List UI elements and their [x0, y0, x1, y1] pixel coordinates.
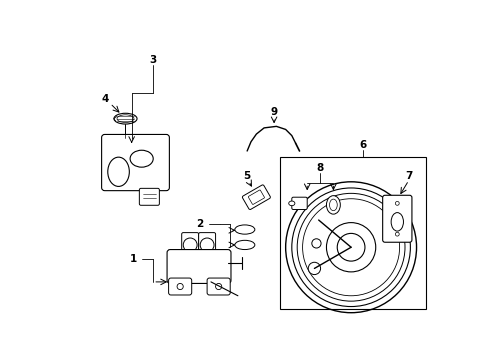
Circle shape [311, 239, 321, 248]
Ellipse shape [326, 195, 340, 214]
Text: 2: 2 [195, 219, 203, 229]
Ellipse shape [130, 150, 153, 167]
FancyBboxPatch shape [102, 134, 169, 191]
Circle shape [307, 262, 320, 275]
FancyBboxPatch shape [167, 249, 230, 283]
Ellipse shape [234, 225, 254, 234]
Ellipse shape [234, 240, 254, 249]
Text: 3: 3 [149, 55, 157, 65]
Ellipse shape [329, 199, 337, 211]
Text: 9: 9 [270, 108, 277, 117]
FancyBboxPatch shape [382, 195, 411, 242]
FancyBboxPatch shape [182, 233, 198, 257]
Circle shape [177, 283, 183, 289]
Ellipse shape [288, 201, 294, 206]
FancyBboxPatch shape [291, 197, 306, 210]
Text: 1: 1 [129, 254, 137, 264]
FancyBboxPatch shape [168, 278, 191, 295]
Circle shape [215, 283, 221, 289]
FancyBboxPatch shape [139, 188, 159, 205]
Circle shape [337, 233, 364, 261]
Bar [280, 157, 425, 309]
Text: 5: 5 [243, 171, 250, 181]
FancyBboxPatch shape [242, 185, 270, 210]
Ellipse shape [114, 113, 137, 124]
Text: 4: 4 [101, 94, 108, 104]
FancyBboxPatch shape [198, 233, 215, 257]
Text: 6: 6 [358, 140, 366, 150]
Ellipse shape [107, 157, 129, 186]
Circle shape [200, 238, 214, 252]
FancyBboxPatch shape [207, 278, 230, 295]
Text: 8: 8 [316, 163, 323, 173]
Circle shape [183, 238, 197, 252]
Ellipse shape [390, 213, 403, 231]
Text: 7: 7 [405, 171, 412, 181]
